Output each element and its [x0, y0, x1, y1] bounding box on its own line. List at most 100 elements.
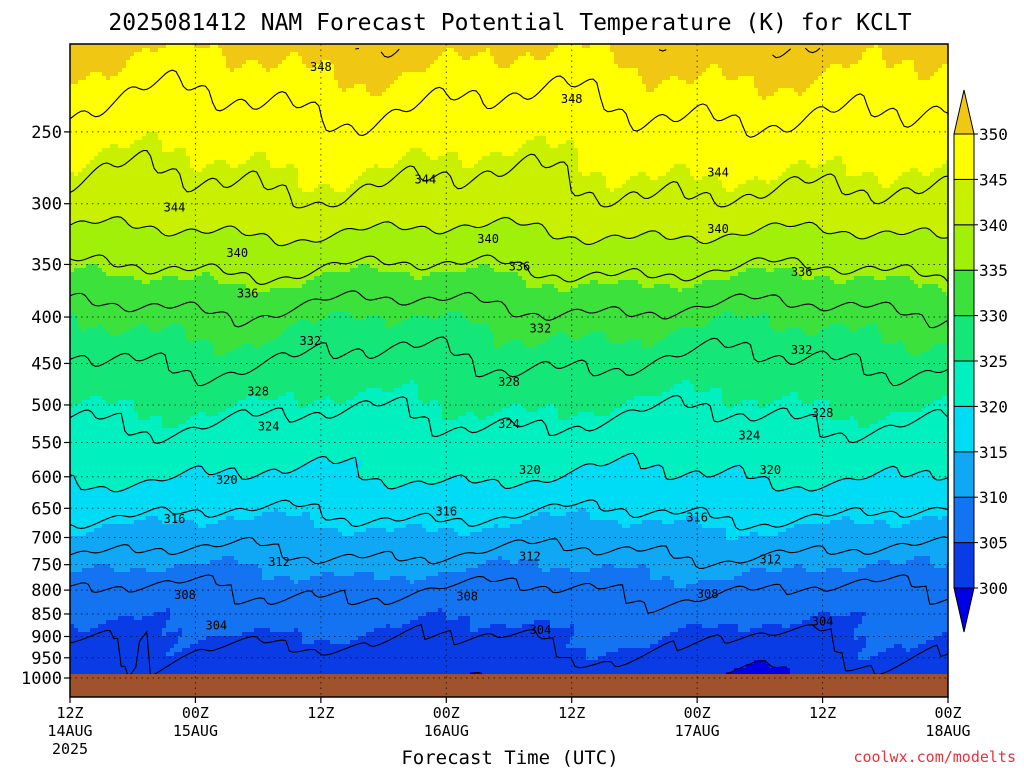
color-band-cell: [618, 344, 623, 409]
color-band-cell: [746, 536, 751, 573]
color-band-cell: [90, 160, 95, 225]
color-band-cell: [194, 644, 199, 697]
color-band-cell: [702, 628, 707, 689]
color-band-cell: [690, 44, 695, 85]
color-band-cell: [934, 44, 939, 73]
color-band-cell: [718, 624, 723, 677]
color-band-cell: [414, 280, 419, 317]
color-band-cell: [594, 568, 599, 661]
color-band-cell: [478, 420, 483, 485]
color-band-cell: [330, 400, 335, 465]
color-band-cell: [430, 44, 435, 65]
color-band-cell: [146, 228, 151, 285]
color-band-cell: [802, 404, 807, 489]
color-band-cell: [462, 416, 467, 477]
color-band-cell: [234, 404, 239, 469]
color-band-cell: [222, 284, 227, 357]
color-band-cell: [122, 276, 127, 333]
color-band-cell: [122, 44, 127, 69]
contour-line-348: [70, 69, 948, 138]
color-band-cell: [438, 528, 443, 573]
color-band-cell: [486, 48, 491, 157]
color-band-cell: [366, 480, 371, 529]
color-band-cell: [730, 44, 735, 81]
color-band-cell: [258, 476, 263, 517]
color-band-cell: [578, 240, 583, 285]
color-band-cell: [374, 224, 379, 269]
color-band-cell: [414, 316, 419, 385]
color-band-cell: [314, 528, 319, 577]
color-band-cell: [562, 144, 567, 237]
color-band-cell: [798, 624, 803, 689]
color-band-cell: [830, 280, 835, 325]
color-band-cell: [894, 564, 899, 645]
color-band-cell: [530, 624, 535, 689]
color-band-cell: [238, 400, 243, 481]
color-band-cell: [890, 184, 895, 233]
color-band-cell: [530, 224, 535, 289]
contour-label: 328: [812, 406, 834, 420]
color-band-cell: [766, 272, 771, 317]
x-tick-date: 14AUG: [47, 722, 92, 740]
color-band-cell: [658, 640, 663, 697]
color-band-cell: [274, 168, 279, 245]
color-band-cell: [250, 564, 255, 633]
color-band-cell: [638, 524, 643, 565]
color-band-cell: [734, 576, 739, 625]
color-band-cell: [578, 508, 583, 573]
color-band-cell: [154, 332, 159, 417]
color-band-cell: [426, 68, 431, 157]
color-band-cell: [530, 44, 535, 57]
color-band-cell: [190, 520, 195, 565]
color-band-cell: [682, 164, 687, 237]
color-band-cell: [362, 84, 367, 173]
color-band-cell: [734, 404, 739, 465]
color-band-cell: [682, 380, 687, 477]
color-band-cell: [218, 520, 223, 561]
color-band-cell: [702, 44, 707, 73]
color-band-cell: [790, 568, 795, 625]
color-band-cell: [318, 400, 323, 457]
color-band-cell: [734, 540, 739, 577]
color-band-cell: [142, 616, 147, 697]
color-band-cell: [298, 632, 303, 681]
color-band-cell: [754, 268, 759, 317]
color-band-cell: [774, 268, 779, 333]
contour-label: 348: [561, 92, 583, 106]
color-band-cell: [374, 480, 379, 529]
color-band-cell: [454, 44, 459, 53]
color-band-cell: [322, 272, 327, 321]
color-band-cell: [406, 152, 411, 229]
color-band-cell: [374, 96, 379, 165]
color-band-cell: [394, 228, 399, 273]
color-band-cell: [390, 272, 395, 329]
color-band-cell: [226, 284, 231, 353]
color-band-cell: [890, 68, 895, 185]
color-band-cell: [786, 88, 791, 169]
color-band-cell: [282, 472, 287, 513]
color-band-cell: [346, 536, 351, 577]
color-band-cell: [290, 472, 295, 517]
color-band-cell: [554, 44, 559, 49]
color-band-cell: [102, 44, 107, 77]
color-band-cell: [646, 176, 651, 233]
color-band-cell: [930, 232, 935, 285]
color-band-cell: [186, 468, 191, 521]
color-band-cell: [946, 44, 948, 65]
color-band-cell: [538, 620, 543, 697]
color-band-cell: [850, 520, 855, 573]
color-band-cell: [270, 240, 275, 289]
color-band-cell: [314, 640, 319, 681]
color-band-cell: [430, 320, 435, 401]
color-band-cell: [382, 92, 387, 169]
color-band-cell: [702, 280, 707, 329]
color-band-cell: [706, 68, 711, 177]
color-band-cell: [726, 580, 731, 625]
contour-label: 304: [530, 623, 552, 637]
color-band-cell: [866, 524, 871, 565]
color-band-cell: [474, 532, 479, 569]
color-band-cell: [542, 136, 547, 229]
color-band-cell: [78, 172, 83, 221]
color-band-cell: [226, 468, 231, 517]
color-band-cell: [542, 60, 547, 137]
